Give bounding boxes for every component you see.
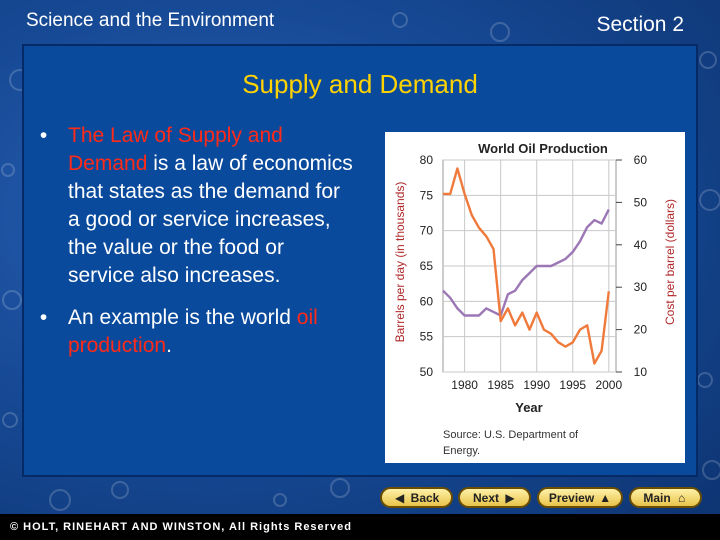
back-label: Back [410, 490, 440, 505]
y2-axis-label: Cost per barrel (dollars) [663, 199, 677, 325]
bullet-example: • An example is the world oil production… [34, 304, 354, 360]
example-pre: An example is the world [68, 306, 297, 329]
bullet-law: • The Law of Supply and Demand is a law … [34, 122, 354, 290]
x-axis-label: Year [515, 400, 542, 415]
back-button[interactable]: ◀ Back [380, 487, 453, 508]
section-label: Section 2 [596, 13, 684, 36]
x-tick-label: 1985 [487, 378, 514, 392]
bullet-dot: • [34, 124, 48, 147]
production-series-line [442, 208, 610, 317]
home-icon: ⌂ [678, 490, 686, 505]
law-rest: is a law of economics that states as the… [68, 152, 353, 287]
preview-label: Preview [548, 490, 595, 505]
source-line: Energy. [443, 445, 480, 457]
y2-tick-label: 60 [634, 153, 648, 167]
y2-tick-label: 50 [634, 195, 648, 209]
y2-tick-label: 40 [634, 238, 648, 252]
y2-tick-label: 20 [634, 323, 648, 337]
y-tick-label: 65 [420, 259, 434, 273]
up-arrow-icon: ▲ [599, 490, 612, 505]
y-tick-label: 75 [420, 188, 434, 202]
oil-production-chart: World Oil Production Barrels per day (in… [385, 132, 685, 463]
x-tick-label: 1990 [523, 378, 550, 392]
source-line: Source: U.S. Department of [443, 429, 579, 441]
plot-area: 1980 1985 1990 1995 2000 50 55 60 65 70 75 80 10 20 30… [420, 153, 648, 392]
right-arrow-icon: ▶ [505, 490, 515, 505]
footer-bar [0, 514, 720, 540]
bullet-text: The Law of Supply and Demand is a law of… [68, 122, 354, 290]
slide-title: Supply and Demand [242, 69, 478, 99]
bullet-dot: • [34, 306, 48, 329]
course-title: Science and the Environment [26, 10, 275, 31]
x-tick-label: 2000 [595, 378, 622, 392]
law-highlight: The Law of Supply and Demand [68, 124, 283, 175]
y-tick-label: 70 [420, 224, 434, 238]
next-button[interactable]: Next ▶ [458, 487, 531, 508]
x-tick-label: 1980 [451, 378, 478, 392]
price-series-line [443, 167, 610, 365]
y-tick-label: 60 [420, 294, 434, 308]
main-button[interactable]: Main ⌂ [629, 487, 702, 508]
y2-tick-label: 30 [634, 280, 648, 294]
chart-title: World Oil Production [478, 141, 608, 156]
left-arrow-icon: ◀ [395, 490, 405, 505]
next-label: Next [472, 490, 499, 505]
oil-production-link[interactable]: oil production [68, 306, 318, 357]
y-tick-label: 55 [420, 330, 434, 344]
y-axis-label: Barrels per day (in thousands) [393, 182, 407, 343]
copyright-text: © HOLT, RINEHART AND WINSTON, All Rights… [10, 521, 352, 533]
source-note: Source: U.S. Department of Energy. [443, 429, 581, 457]
y-tick-label: 50 [420, 365, 434, 379]
y2-tick-label: 10 [634, 365, 648, 379]
chart-svg: World Oil Production Barrels per day (in… [393, 141, 677, 457]
bullet-list: • The Law of Supply and Demand is a law … [34, 122, 354, 374]
preview-button[interactable]: Preview ▲ [537, 487, 623, 508]
bullet-text: An example is the world oil production. [68, 304, 354, 360]
example-post: . [166, 334, 172, 357]
main-label: Main [643, 490, 671, 505]
x-tick-label: 1995 [559, 378, 586, 392]
y-tick-label: 80 [420, 153, 434, 167]
